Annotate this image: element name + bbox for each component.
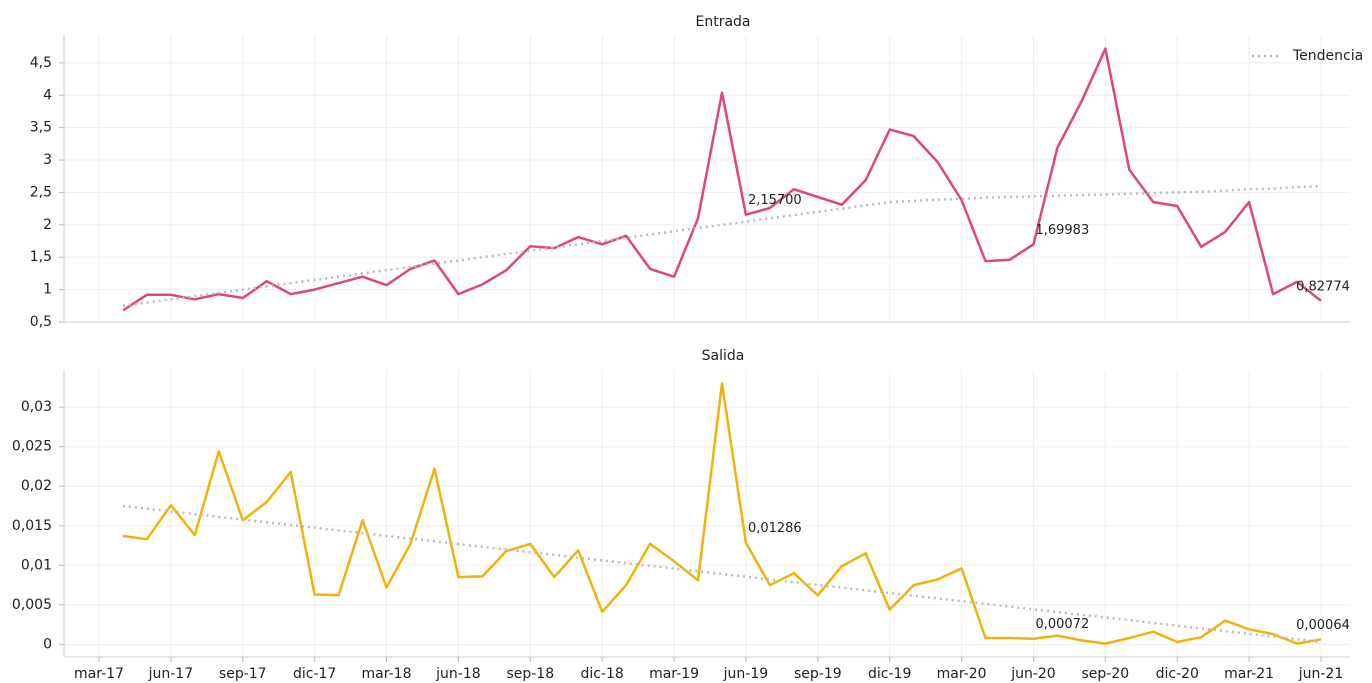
x-tick-label: jun-18 bbox=[435, 666, 481, 682]
x-tick-label: jun-21 bbox=[1298, 666, 1344, 682]
y-tick-label: 0,005 bbox=[12, 597, 52, 613]
y-tick-label: 0,01 bbox=[21, 557, 52, 573]
y-tick-label: 0,5 bbox=[30, 314, 52, 330]
data-line bbox=[122, 382, 1322, 645]
x-tick-label: dic-20 bbox=[1156, 666, 1199, 682]
data-label: 0,82774 bbox=[1296, 279, 1350, 294]
chart-title: Entrada bbox=[695, 14, 750, 30]
x-tick-label: sep-19 bbox=[794, 666, 842, 682]
chart-title: Salida bbox=[702, 348, 745, 364]
x-tick-label: mar-20 bbox=[937, 666, 987, 682]
x-tick-label: jun-19 bbox=[723, 666, 769, 682]
x-tick-label: dic-19 bbox=[868, 666, 911, 682]
y-tick-label: 2,5 bbox=[30, 184, 52, 200]
x-tick-label: dic-17 bbox=[293, 666, 336, 682]
x-tick-label: mar-17 bbox=[74, 666, 124, 682]
x-tick-label: jun-17 bbox=[148, 666, 194, 682]
y-tick-label: 0,025 bbox=[12, 439, 52, 455]
y-tick-label: 2 bbox=[43, 217, 52, 233]
data-line bbox=[122, 47, 1322, 312]
x-tick-label: mar-21 bbox=[1224, 666, 1274, 682]
x-tick-label: sep-20 bbox=[1082, 666, 1130, 682]
trend-line bbox=[122, 504, 1322, 644]
y-tick-label: 1,5 bbox=[30, 249, 52, 265]
y-tick-label: 1 bbox=[43, 282, 52, 298]
trend-line bbox=[122, 184, 1322, 308]
x-tick-label: sep-17 bbox=[219, 666, 267, 682]
data-label: 0,00072 bbox=[1035, 617, 1089, 632]
data-label: 2,15700 bbox=[748, 193, 802, 208]
data-label: 1,69983 bbox=[1035, 223, 1089, 238]
x-tick-label: mar-18 bbox=[362, 666, 412, 682]
y-tick-label: 4 bbox=[43, 87, 52, 103]
x-tick-label: jun-20 bbox=[1010, 666, 1056, 682]
y-tick-label: 4,5 bbox=[30, 55, 52, 71]
y-tick-label: 3 bbox=[43, 152, 52, 168]
x-tick-label: mar-19 bbox=[649, 666, 699, 682]
y-tick-label: 0,015 bbox=[12, 518, 52, 534]
legend-label: Tendencia bbox=[1292, 48, 1363, 64]
x-tick-label: sep-18 bbox=[506, 666, 554, 682]
y-tick-label: 0,03 bbox=[21, 399, 52, 415]
y-tick-label: 3,5 bbox=[30, 120, 52, 136]
x-tick-label: dic-18 bbox=[581, 666, 624, 682]
data-label: 0,01286 bbox=[748, 521, 802, 536]
y-tick-label: 0 bbox=[43, 636, 52, 652]
data-label: 0,00064 bbox=[1296, 618, 1350, 633]
y-tick-label: 0,02 bbox=[21, 478, 52, 494]
